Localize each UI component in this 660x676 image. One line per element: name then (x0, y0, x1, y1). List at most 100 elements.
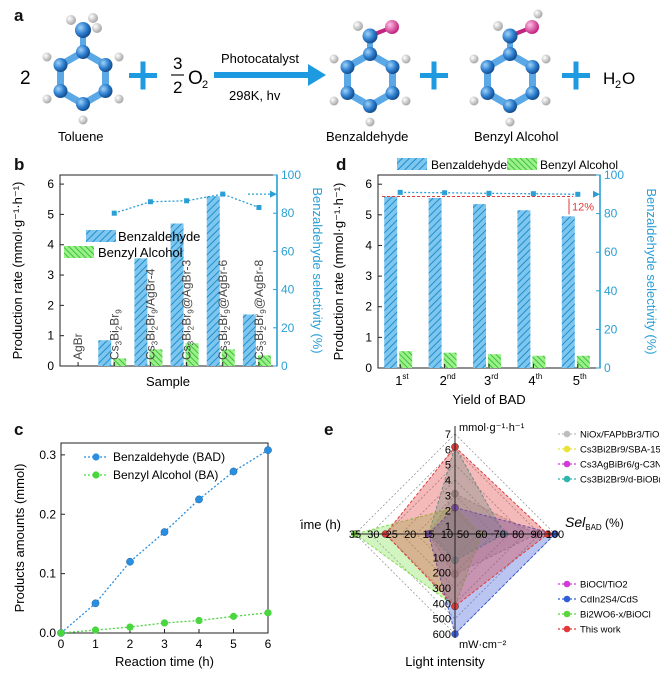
bar-benzaldehyde (517, 210, 531, 368)
bottom-axis-unit: mW·cm⁻² (459, 639, 507, 651)
legend-top-label: Cs3AgBiBr6/g-C3N4 (580, 460, 660, 471)
radar-polygon (384, 446, 549, 608)
ordinal-number: 4 (528, 373, 535, 388)
bar-benzyl-alcohol (399, 351, 413, 368)
y2-axis-label: Benzaldehyde selectivity (%) (310, 187, 325, 353)
y-tick-label: 0 (47, 359, 54, 373)
legend-bottom-label: CdIn2S4/CdS (580, 595, 638, 606)
selectivity-point (111, 210, 117, 216)
ordinal-number: 1 (395, 373, 402, 388)
bar-benzaldehyde (98, 340, 112, 366)
subscript: 3 (150, 340, 159, 345)
x-axis-label: Sample (146, 374, 190, 389)
bar-benzaldehyde (384, 196, 398, 368)
series-point-0 (264, 446, 272, 454)
right-tick-label: 50 (457, 529, 469, 541)
ordinal-suffix: th (580, 372, 587, 381)
selectivity-arrowhead (270, 190, 277, 198)
legend-bottom-label: This work (580, 625, 621, 636)
legend-top-marker (563, 460, 571, 468)
x-tick-label-2: 3rd (484, 372, 498, 388)
bottom-tick-label: 200 (433, 568, 451, 580)
y-tick-label: 0.2 (39, 507, 56, 521)
catalyst-label: Photocatalyst (221, 51, 299, 66)
bottom-tick-label: 600 (433, 629, 451, 641)
bar-benzyl-alcohol (488, 354, 501, 368)
y-axis-label: Production rate (mmol·g⁻¹·h⁻¹) (10, 182, 25, 360)
subscript: 2 (150, 325, 159, 330)
panel-letter-a: a (14, 6, 24, 25)
bar-benzaldehyde (170, 223, 184, 366)
series-point-0 (195, 495, 203, 504)
conditions-label: 298K, hv (229, 88, 281, 103)
o2-coef-numerator: 3 (173, 54, 182, 73)
subscript: 9 (187, 309, 196, 314)
ordinal-number: 3 (484, 373, 491, 388)
label-part: Br (180, 314, 194, 326)
selectivity-point (486, 190, 492, 196)
left-tick-label: 35 (349, 529, 361, 541)
legend-benzaldehyde: Benzaldehyde (431, 158, 507, 172)
label-part: Cs (143, 345, 157, 360)
subscript: 9 (259, 309, 268, 314)
drop-annotation: 12% (572, 201, 594, 213)
x-tick-label-0: 1st (395, 372, 409, 388)
label-part: Br (216, 314, 230, 326)
legend-label-1: Benzyl Alcohol (BA) (113, 468, 218, 482)
series-point-0 (126, 557, 134, 566)
bar-benzyl-alcohol (185, 343, 199, 366)
legend-swatch-benzyl-alcohol (64, 246, 94, 258)
subscript: 2 (223, 325, 232, 330)
y-tick-label: 5 (47, 207, 54, 221)
category-label-4: Cs3Bi2Br9@AgBr-6 (216, 259, 232, 360)
selectivity-point (220, 191, 226, 197)
category-label-0: AgBr (71, 333, 85, 360)
water-h: H (603, 69, 615, 88)
y2-tick-label: 40 (604, 284, 618, 298)
plus-sign-2 (420, 61, 448, 90)
y-tick-label: 2 (365, 300, 372, 314)
label-toluene: Toluene (58, 129, 104, 144)
series-point-1 (57, 629, 65, 637)
x-axis-label: Yield of BAD (452, 392, 525, 407)
x-tick-label: 0 (58, 637, 65, 651)
panel-letter-b: b (14, 155, 25, 174)
bar-benzyl-alcohol (149, 349, 163, 366)
bar-benzyl-alcohol (443, 352, 457, 368)
top-tick-label: 5 (445, 460, 451, 472)
label-part: @AgBr-6 (216, 259, 230, 309)
subscript: 2 (259, 325, 268, 330)
selectivity-point (147, 199, 153, 205)
bar-benzyl-alcohol (576, 355, 590, 368)
category-label-1: Cs3Bi2Br9 (107, 309, 123, 360)
y2-tick-label: 80 (604, 207, 618, 221)
bottom-tick-label: 500 (433, 614, 451, 626)
legend-swatch-benzaldehyde (86, 230, 116, 242)
sel-unit: (%) (602, 516, 624, 530)
label-part: Bi (143, 330, 157, 341)
panel-letter-e: e (324, 420, 334, 439)
right-tick-label: 60 (475, 529, 487, 541)
x-tick-label-3: 4th (528, 372, 542, 388)
legend-swatch-benzaldehyde (397, 158, 427, 170)
x-tick-label: 5 (230, 637, 237, 651)
selectivity-arrowhead (593, 190, 600, 198)
legend-swatch-benzyl-alcohol (507, 158, 537, 170)
bottom-tick-label: 400 (433, 598, 451, 610)
water-o: O (622, 69, 635, 88)
top-tick-label: 1 (445, 521, 451, 533)
ordinal-suffix: th (536, 372, 543, 381)
series-point-0 (160, 528, 169, 536)
legend-benzaldehyde: Benzaldehyde (118, 229, 200, 244)
subscript: 3 (259, 340, 268, 345)
y-tick-label: 1 (365, 330, 372, 344)
selectivity-point (256, 204, 262, 210)
legend-benzyl-alcohol: Benzyl Alcohol (540, 158, 618, 172)
y-axis-label: Production rate (mmol·g⁻¹·h⁻¹) (331, 183, 346, 361)
sel-subscript: BAD (585, 523, 602, 532)
selectivity-point (530, 191, 536, 197)
y-tick-label: 4 (47, 238, 54, 252)
subscript: 3 (187, 340, 196, 345)
label-part: Bi (107, 330, 121, 341)
